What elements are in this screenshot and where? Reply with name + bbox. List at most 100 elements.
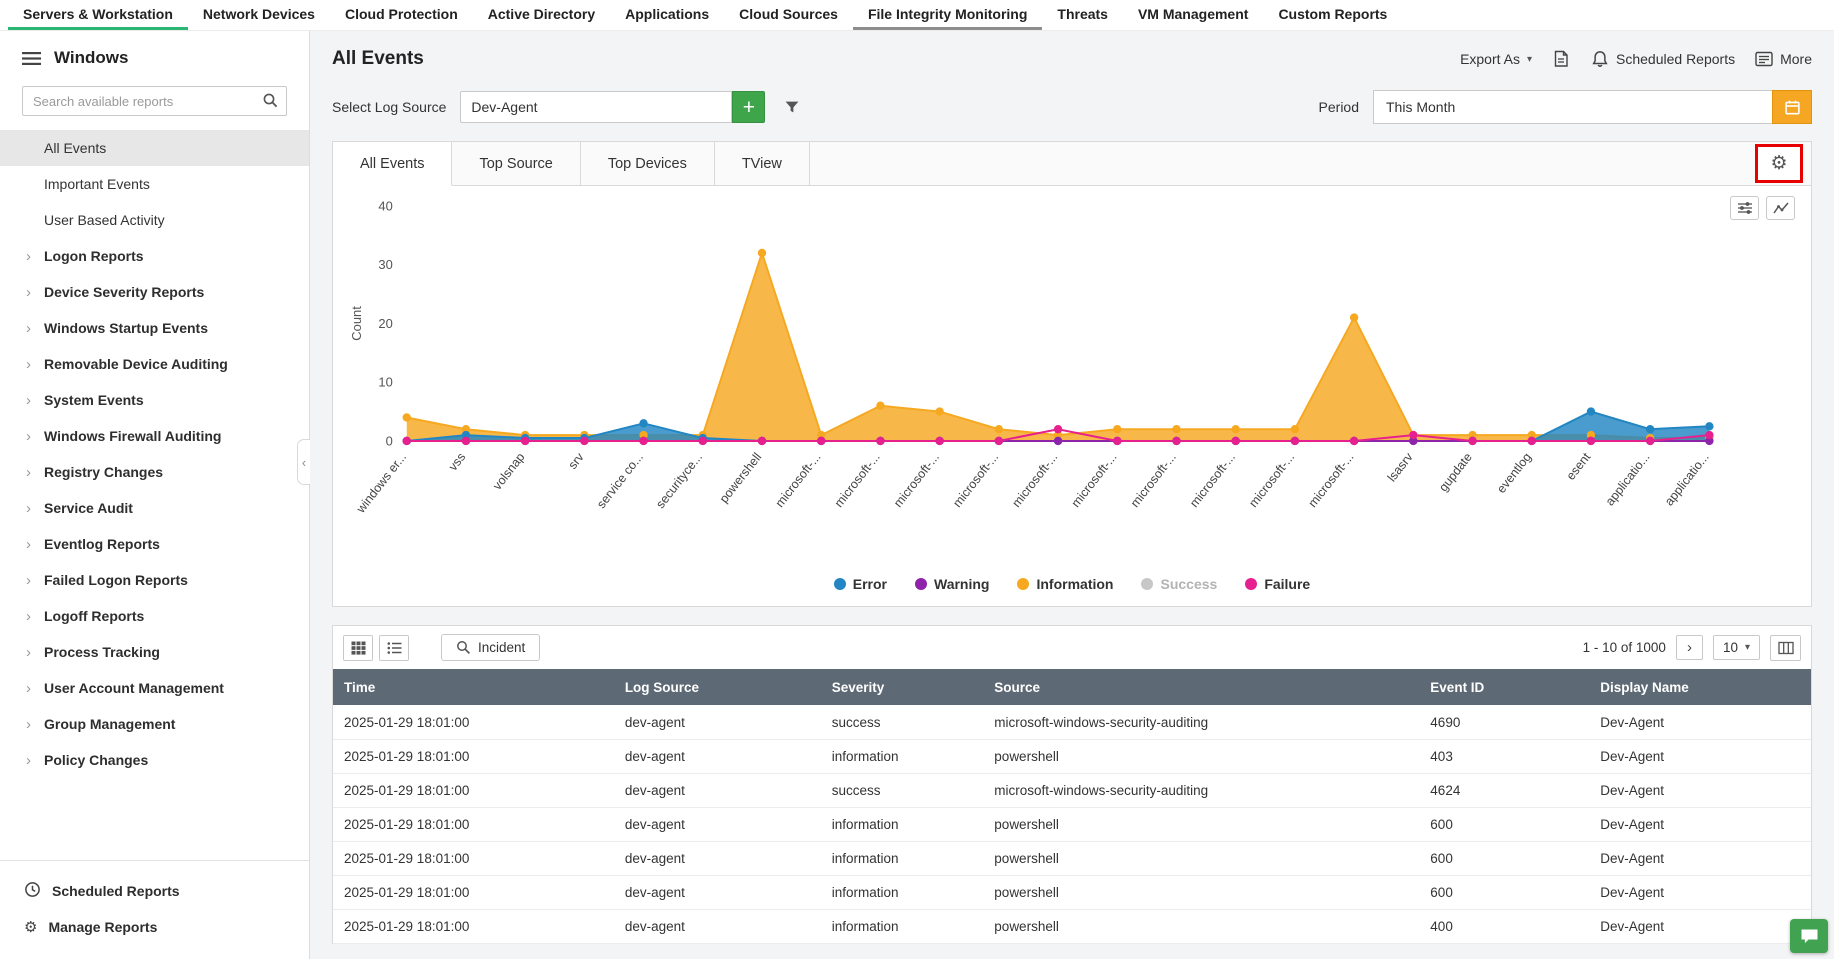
series-marker[interactable] xyxy=(1586,436,1596,446)
series-marker[interactable] xyxy=(1053,425,1063,434)
series-marker[interactable] xyxy=(1172,436,1181,446)
sidebar-item[interactable]: › Windows Firewall Auditing xyxy=(0,418,309,454)
tab-all-events[interactable]: All Events xyxy=(333,142,453,186)
sidebar-item[interactable]: › Windows Startup Events xyxy=(0,310,309,346)
series-marker[interactable] xyxy=(639,430,648,440)
grid-view-button[interactable] xyxy=(343,634,373,661)
column-header-source[interactable]: Source xyxy=(983,669,1420,706)
list-view-button[interactable] xyxy=(379,634,409,661)
sidebar-manage-reports[interactable]: ⚙ Manage Reports xyxy=(0,909,309,945)
incident-button[interactable]: Incident xyxy=(441,634,541,662)
legend-item-warning[interactable]: Warning xyxy=(915,576,989,592)
nav-item[interactable]: Network Devices xyxy=(202,5,315,22)
next-page-button[interactable]: › xyxy=(1675,635,1703,661)
column-header-time[interactable]: Time xyxy=(333,669,614,706)
series-marker[interactable] xyxy=(461,425,471,434)
series-marker[interactable] xyxy=(520,436,530,446)
nav-item[interactable]: Cloud Protection xyxy=(344,5,458,22)
series-marker[interactable] xyxy=(1527,436,1536,446)
series-marker[interactable] xyxy=(935,407,944,416)
nav-item[interactable]: Applications xyxy=(625,5,710,22)
add-log-source-button[interactable]: + xyxy=(732,91,766,123)
series-marker[interactable] xyxy=(757,248,767,258)
sidebar-item[interactable]: › Failed Logon Reports xyxy=(0,562,309,598)
series-marker[interactable] xyxy=(1113,425,1122,434)
legend-item-error[interactable]: Error xyxy=(833,576,887,592)
series-marker[interactable] xyxy=(1113,436,1122,446)
nav-item[interactable]: VM Management xyxy=(1137,5,1249,22)
sidebar-item[interactable]: › Registry Changes xyxy=(0,454,309,490)
log-source-input[interactable] xyxy=(460,91,733,123)
series-marker[interactable] xyxy=(1705,430,1714,440)
series-marker[interactable] xyxy=(461,436,471,446)
series-marker[interactable] xyxy=(1645,436,1655,446)
export-file-button[interactable] xyxy=(1552,50,1571,68)
series-marker[interactable] xyxy=(1645,425,1655,434)
series-marker[interactable] xyxy=(639,419,648,428)
sidebar-item[interactable]: ›Important Events xyxy=(0,166,309,202)
series-marker[interactable] xyxy=(1705,422,1714,431)
sidebar-item[interactable]: ›All Events xyxy=(0,130,309,166)
table-row[interactable]: 2025-01-29 18:01:00 dev-agent success micro… xyxy=(333,773,1811,808)
nav-item[interactable]: Servers & Workstation xyxy=(8,0,188,30)
series-marker[interactable] xyxy=(1586,407,1596,416)
hamburger-menu-icon[interactable] xyxy=(22,51,41,66)
series-marker[interactable] xyxy=(935,436,944,446)
series-marker[interactable] xyxy=(1468,430,1477,440)
column-header-display-name[interactable]: Display Name xyxy=(1589,669,1811,706)
series-marker[interactable] xyxy=(994,436,1004,446)
tab-top-source[interactable]: Top Source xyxy=(452,142,581,185)
series-marker[interactable] xyxy=(1409,430,1418,440)
table-row[interactable]: 2025-01-29 18:01:00 dev-agent information p… xyxy=(333,909,1811,944)
sidebar-item[interactable]: › Group Management xyxy=(0,706,309,742)
sidebar-item[interactable]: › Policy Changes xyxy=(0,742,309,778)
series-marker[interactable] xyxy=(1409,436,1418,446)
series-marker[interactable] xyxy=(639,436,648,446)
export-as-dropdown[interactable]: Export As ▾ xyxy=(1460,51,1532,67)
calendar-button[interactable] xyxy=(1772,90,1812,124)
sidebar-item[interactable]: › System Events xyxy=(0,382,309,418)
table-row[interactable]: 2025-01-29 18:01:00 dev-agent information p… xyxy=(333,739,1811,774)
series-marker[interactable] xyxy=(876,401,885,410)
sidebar-scheduled-reports[interactable]: Scheduled Reports xyxy=(0,873,309,909)
series-marker[interactable] xyxy=(994,425,1004,434)
more-button[interactable]: More xyxy=(1755,51,1812,67)
series-marker[interactable] xyxy=(1349,313,1359,322)
tab-tview[interactable]: TView xyxy=(715,142,810,185)
series-marker[interactable] xyxy=(402,436,411,446)
tab-top-devices[interactable]: Top Devices xyxy=(581,142,715,185)
sidebar-item[interactable]: › Service Audit xyxy=(0,490,309,526)
series-marker[interactable] xyxy=(402,413,411,422)
column-header-event-id[interactable]: Event ID xyxy=(1419,669,1590,706)
legend-item-success[interactable]: Success xyxy=(1141,576,1217,592)
series-marker[interactable] xyxy=(461,430,471,440)
settings-gear-button[interactable]: ⚙ xyxy=(1770,152,1788,174)
series-marker[interactable] xyxy=(1053,436,1063,446)
series-marker[interactable] xyxy=(817,430,826,440)
series-marker[interactable] xyxy=(876,436,885,446)
nav-item[interactable]: Threats xyxy=(1057,5,1108,22)
series-marker[interactable] xyxy=(1290,436,1300,446)
series-marker[interactable] xyxy=(1349,436,1359,446)
table-row[interactable]: 2025-01-29 18:01:00 dev-agent success micro… xyxy=(333,705,1811,740)
nav-item[interactable]: Active Directory xyxy=(487,5,596,22)
sidebar-collapse-handle[interactable]: ‹ xyxy=(297,439,310,486)
legend-item-information[interactable]: Information xyxy=(1017,576,1113,592)
search-icon[interactable] xyxy=(262,92,279,114)
series-marker[interactable] xyxy=(1053,430,1063,440)
nav-item[interactable]: Custom Reports xyxy=(1278,5,1388,22)
series-marker[interactable] xyxy=(817,436,826,446)
series-marker[interactable] xyxy=(757,436,767,446)
chart-filter-button[interactable] xyxy=(1730,196,1759,220)
sidebar-item[interactable]: › Removable Device Auditing xyxy=(0,346,309,382)
sidebar-item[interactable]: › Process Tracking xyxy=(0,634,309,670)
series-marker[interactable] xyxy=(1231,436,1240,446)
legend-item-failure[interactable]: Failure xyxy=(1245,576,1310,592)
column-header-log-source[interactable]: Log Source xyxy=(613,669,821,706)
series-marker[interactable] xyxy=(1172,425,1181,434)
sidebar-item[interactable]: › Logoff Reports xyxy=(0,598,309,634)
series-marker[interactable] xyxy=(1705,436,1714,446)
series-marker[interactable] xyxy=(1290,425,1300,434)
chat-button[interactable] xyxy=(1790,919,1828,953)
scheduled-reports-button[interactable]: Scheduled Reports xyxy=(1591,50,1735,68)
